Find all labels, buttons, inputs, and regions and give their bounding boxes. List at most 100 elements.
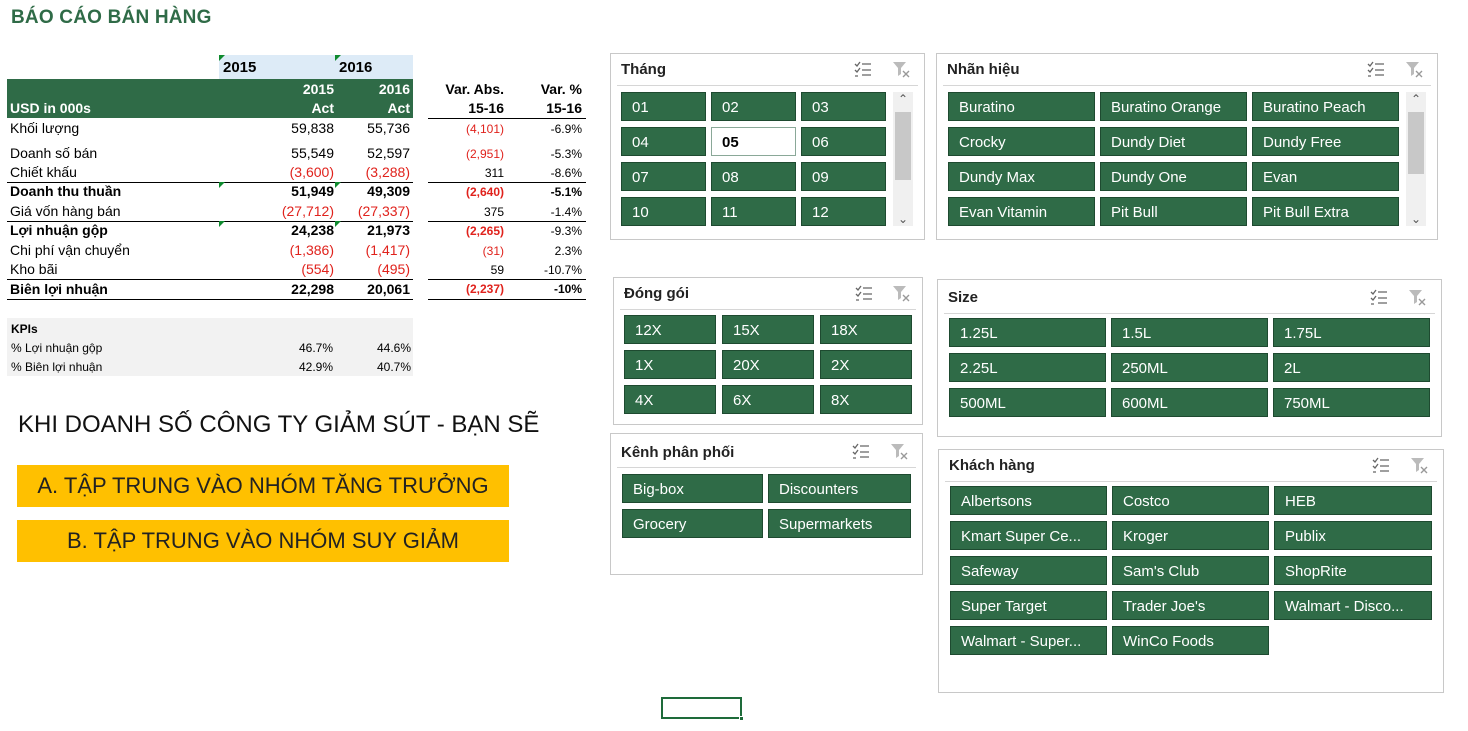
slicer-item[interactable]: Dundy Free <box>1252 127 1399 156</box>
slicer-item[interactable]: Safeway <box>950 556 1107 585</box>
cell-note-marker <box>219 55 225 61</box>
slicer-item[interactable]: Supermarkets <box>768 509 911 538</box>
slicer-item[interactable]: 07 <box>621 162 706 191</box>
slicer-item[interactable]: 1X <box>624 350 716 379</box>
slicer-item[interactable]: Buratino Peach <box>1252 92 1399 121</box>
slicer-item[interactable]: Kmart Super Ce... <box>950 521 1107 550</box>
clear-filter-icon[interactable] <box>892 60 910 78</box>
answer-option-a[interactable]: A. TẬP TRUNG VÀO NHÓM TĂNG TRƯỞNG <box>17 465 509 507</box>
slicer-item[interactable]: 02 <box>711 92 796 121</box>
slicer-item[interactable]: 8X <box>820 385 912 414</box>
slicer-item-selected[interactable]: 05 <box>711 127 796 156</box>
slicer-item[interactable]: Pit Bull Extra <box>1252 197 1399 226</box>
scroll-up-icon[interactable]: ⌃ <box>1410 92 1422 106</box>
slicer-item[interactable]: Walmart - Disco... <box>1274 591 1432 620</box>
clear-filter-icon[interactable] <box>892 284 910 302</box>
slicer-item[interactable]: 2X <box>820 350 912 379</box>
answer-option-b[interactable]: B. TẬP TRUNG VÀO NHÓM SUY GIẢM <box>17 520 509 562</box>
slicer-item[interactable]: Super Target <box>950 591 1107 620</box>
report-column-header: USD in 000s 2015 Act 2016 Act <box>7 79 413 118</box>
var-pct-cell: -10% <box>553 282 582 296</box>
active-cell-selection[interactable] <box>661 697 744 721</box>
report-title: BÁO CÁO BÁN HÀNG <box>11 7 212 28</box>
slicer-item[interactable]: 01 <box>621 92 706 121</box>
multiselect-icon[interactable] <box>1370 289 1388 305</box>
slicer-item[interactable]: 1.75L <box>1273 318 1430 347</box>
slicer-item[interactable]: Discounters <box>768 474 911 503</box>
slicer-item[interactable]: Dundy Diet <box>1100 127 1247 156</box>
var-pct-header: Var. % 15-16 <box>540 81 582 116</box>
table-row: Kho bãi (554) (495) <box>10 261 410 277</box>
clear-filter-icon[interactable] <box>1410 456 1428 474</box>
var-pct-cell: -9.3% <box>550 224 582 238</box>
slicer-item[interactable]: Albertsons <box>950 486 1107 515</box>
multiselect-icon[interactable] <box>1372 457 1390 473</box>
slicer-item[interactable]: 1.5L <box>1111 318 1268 347</box>
multiselect-icon[interactable] <box>852 443 870 459</box>
kpi-value: 44.6% <box>376 341 411 355</box>
slicer-item[interactable]: Dundy Max <box>948 162 1095 191</box>
slicer-item[interactable]: Evan <box>1252 162 1399 191</box>
slicer-item[interactable]: Grocery <box>622 509 763 538</box>
slicer-item[interactable]: 6X <box>722 385 814 414</box>
scroll-down-icon[interactable]: ⌄ <box>897 212 909 226</box>
slicer-item[interactable]: 06 <box>801 127 886 156</box>
fill-handle[interactable] <box>739 716 744 721</box>
year-header-2016[interactable]: 2016 <box>335 55 413 79</box>
slicer-scrollbar[interactable]: ⌃ ⌄ <box>1406 92 1426 226</box>
slicer-item[interactable]: Trader Joe's <box>1112 591 1269 620</box>
slicer-item[interactable]: 15X <box>722 315 814 344</box>
slicer-item[interactable]: Crocky <box>948 127 1095 156</box>
slicer-item[interactable]: Publix <box>1274 521 1432 550</box>
slicer-item[interactable]: Kroger <box>1112 521 1269 550</box>
multiselect-icon[interactable] <box>855 285 873 301</box>
slicer-item[interactable]: 03 <box>801 92 886 121</box>
slicer-item[interactable]: 600ML <box>1111 388 1268 417</box>
divider <box>7 221 413 222</box>
slicer-item[interactable]: Pit Bull <box>1100 197 1247 226</box>
slicer-item[interactable]: Buratino <box>948 92 1095 121</box>
slicer-scrollbar[interactable]: ⌃ ⌄ <box>893 92 913 226</box>
scroll-up-icon[interactable]: ⌃ <box>897 92 909 106</box>
clear-filter-icon[interactable] <box>1405 60 1423 78</box>
year-header-2015[interactable]: 2015 <box>219 55 335 79</box>
slicer-item[interactable]: Buratino Orange <box>1100 92 1247 121</box>
clear-filter-icon[interactable] <box>1408 288 1426 306</box>
slicer-item[interactable]: 250ML <box>1111 353 1268 382</box>
slicer-item[interactable]: 750ML <box>1273 388 1430 417</box>
slicer-item[interactable]: 08 <box>711 162 796 191</box>
slicer-item[interactable]: 1.25L <box>949 318 1106 347</box>
slicer-item[interactable]: 4X <box>624 385 716 414</box>
var-abs-cell: (2,237) <box>465 282 504 296</box>
slicer-item[interactable]: 09 <box>801 162 886 191</box>
scroll-down-icon[interactable]: ⌄ <box>1410 212 1422 226</box>
slicer-item[interactable]: Big-box <box>622 474 763 503</box>
slicer-item[interactable]: 12 <box>801 197 886 226</box>
slicer-item[interactable]: 10 <box>621 197 706 226</box>
slicer-item[interactable]: Sam's Club <box>1112 556 1269 585</box>
slicer-item[interactable]: 12X <box>624 315 716 344</box>
slicer-item[interactable]: WinCo Foods <box>1112 626 1269 655</box>
slicer-item[interactable]: Walmart - Super... <box>950 626 1107 655</box>
slicer-item[interactable]: 500ML <box>949 388 1106 417</box>
slicer-item[interactable]: ShopRite <box>1274 556 1432 585</box>
slicer-item[interactable]: 04 <box>621 127 706 156</box>
slicer-item[interactable]: Costco <box>1112 486 1269 515</box>
slicer-item[interactable]: Dundy One <box>1100 162 1247 191</box>
var-abs-cell: 59 <box>490 263 504 277</box>
multiselect-icon[interactable] <box>1367 61 1385 77</box>
slicer-item[interactable]: 20X <box>722 350 814 379</box>
scroll-thumb[interactable] <box>895 112 911 180</box>
cell-note-marker <box>335 55 341 61</box>
slicer-item[interactable]: Evan Vitamin <box>948 197 1095 226</box>
slicer-item[interactable]: 2L <box>1273 353 1430 382</box>
clear-filter-icon[interactable] <box>890 442 908 460</box>
table-row: Lợi nhuận gộp 24,238 21,973 <box>10 221 410 238</box>
slicer-item[interactable]: 2.25L <box>949 353 1106 382</box>
slicer-item[interactable]: 18X <box>820 315 912 344</box>
scroll-thumb[interactable] <box>1408 112 1424 174</box>
multiselect-icon[interactable] <box>854 61 872 77</box>
slicer-item[interactable]: HEB <box>1274 486 1432 515</box>
slicer-title: Nhãn hiệu <box>947 61 1020 78</box>
slicer-item[interactable]: 11 <box>711 197 796 226</box>
